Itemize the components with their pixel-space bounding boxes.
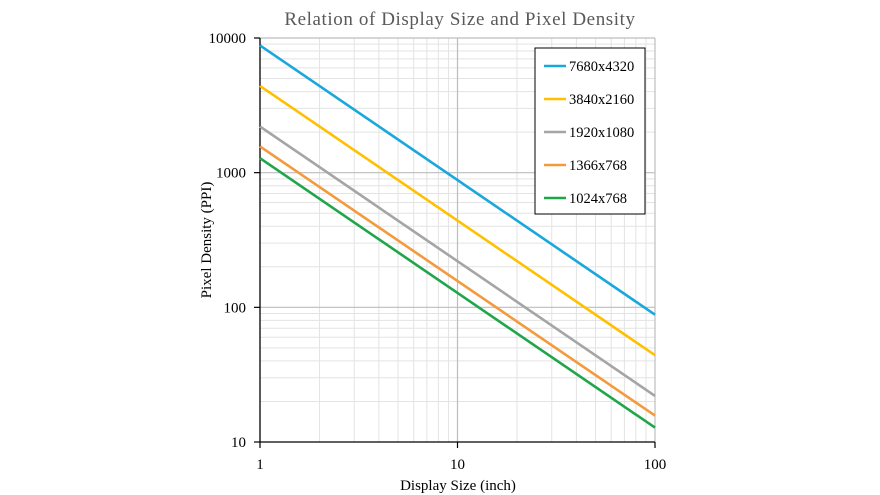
legend-label: 1024x768 — [569, 191, 627, 207]
x-tick-label: 100 — [644, 457, 667, 473]
y-axis-label: Pixel Density (PPI) — [199, 182, 215, 299]
x-tick-label: 10 — [450, 457, 465, 473]
y-tick-label: 10 — [231, 435, 246, 451]
series-line-7680x4320 — [259, 44, 656, 316]
y-tick-label: 1000 — [216, 166, 246, 182]
x-axis-label: Display Size (inch) — [400, 478, 516, 494]
series-line-1024x768 — [259, 157, 656, 429]
y-tick-labels: 10 100 1000 10000 — [209, 31, 260, 451]
y-tick-label: 100 — [224, 300, 247, 316]
series-line-1920x1080 — [259, 125, 656, 397]
legend-label: 1920x1080 — [569, 125, 634, 141]
series-lines — [259, 44, 656, 429]
legend: 7680x4320 3840x2160 1920x1080 1366x768 1024x… — [534, 47, 646, 215]
x-tick-labels: 1 10 100 — [256, 442, 666, 473]
legend-label: 3840x2160 — [569, 92, 634, 108]
legend-label: 7680x4320 — [569, 59, 634, 75]
series-line-1366x768 — [259, 145, 656, 417]
chart-title: Relation of Display Size and Pixel Densi… — [284, 9, 635, 30]
series-line-3840x2160 — [259, 84, 656, 357]
y-tick-label: 10000 — [209, 31, 247, 47]
legend-label: 1366x768 — [569, 158, 627, 174]
x-tick-label: 1 — [256, 457, 264, 473]
